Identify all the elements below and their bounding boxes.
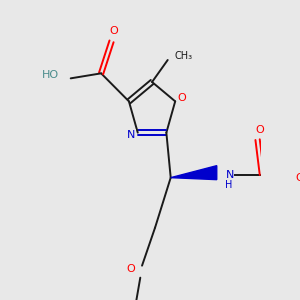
Text: CH₃: CH₃ xyxy=(175,51,193,61)
Text: O: O xyxy=(255,125,264,135)
Text: N: N xyxy=(127,130,135,140)
Text: O: O xyxy=(109,26,118,36)
Text: H: H xyxy=(225,180,233,190)
Text: O: O xyxy=(295,173,300,183)
Text: HO: HO xyxy=(41,70,58,80)
Text: N: N xyxy=(225,170,234,180)
Text: O: O xyxy=(178,93,187,103)
Text: O: O xyxy=(126,264,135,274)
Polygon shape xyxy=(171,166,217,180)
